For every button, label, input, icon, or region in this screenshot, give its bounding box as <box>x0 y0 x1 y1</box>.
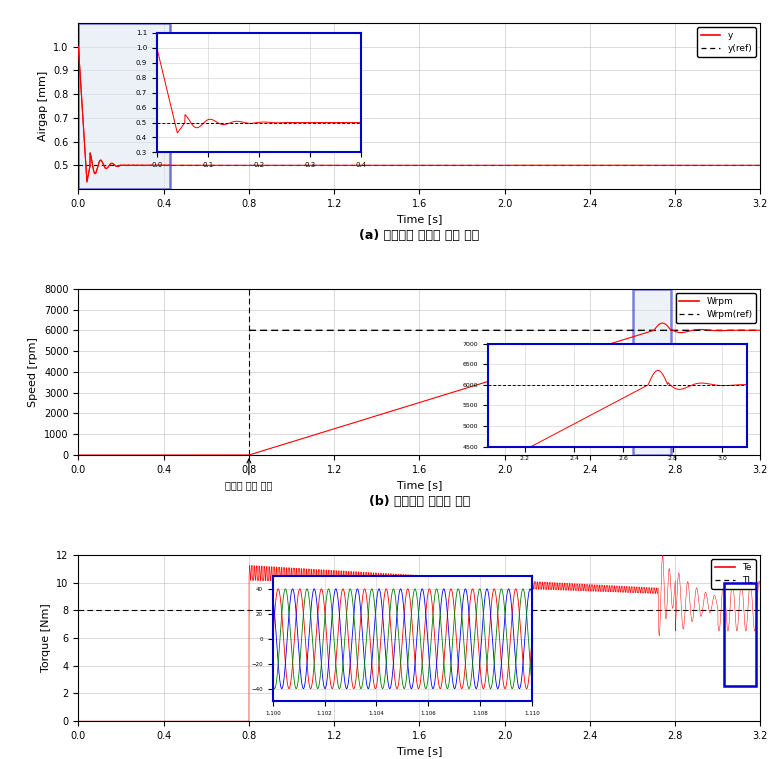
Text: (b) 영구자석 전동기 속도: (b) 영구자석 전동기 속도 <box>368 495 470 508</box>
Text: 베어링 제어 완료: 베어링 제어 완료 <box>225 459 273 490</box>
Legend: Te, TL: Te, TL <box>711 559 756 589</box>
Bar <box>78 23 170 189</box>
Bar <box>633 288 671 455</box>
X-axis label: Time [s]: Time [s] <box>397 746 442 756</box>
Legend: y, y(ref): y, y(ref) <box>697 27 756 57</box>
X-axis label: Time [s]: Time [s] <box>397 480 442 490</box>
Y-axis label: Speed [rpm]: Speed [rpm] <box>28 337 38 407</box>
Y-axis label: Torque [Nm]: Torque [Nm] <box>41 603 51 672</box>
Y-axis label: Airgap [mm]: Airgap [mm] <box>38 71 48 141</box>
X-axis label: Time [s]: Time [s] <box>397 214 442 225</box>
Text: (a) 마그네틱 베어링 공극 제어: (a) 마그네틱 베어링 공극 제어 <box>359 229 480 242</box>
Legend: Wrpm, Wrpm(ref): Wrpm, Wrpm(ref) <box>676 293 756 323</box>
Bar <box>724 582 757 686</box>
